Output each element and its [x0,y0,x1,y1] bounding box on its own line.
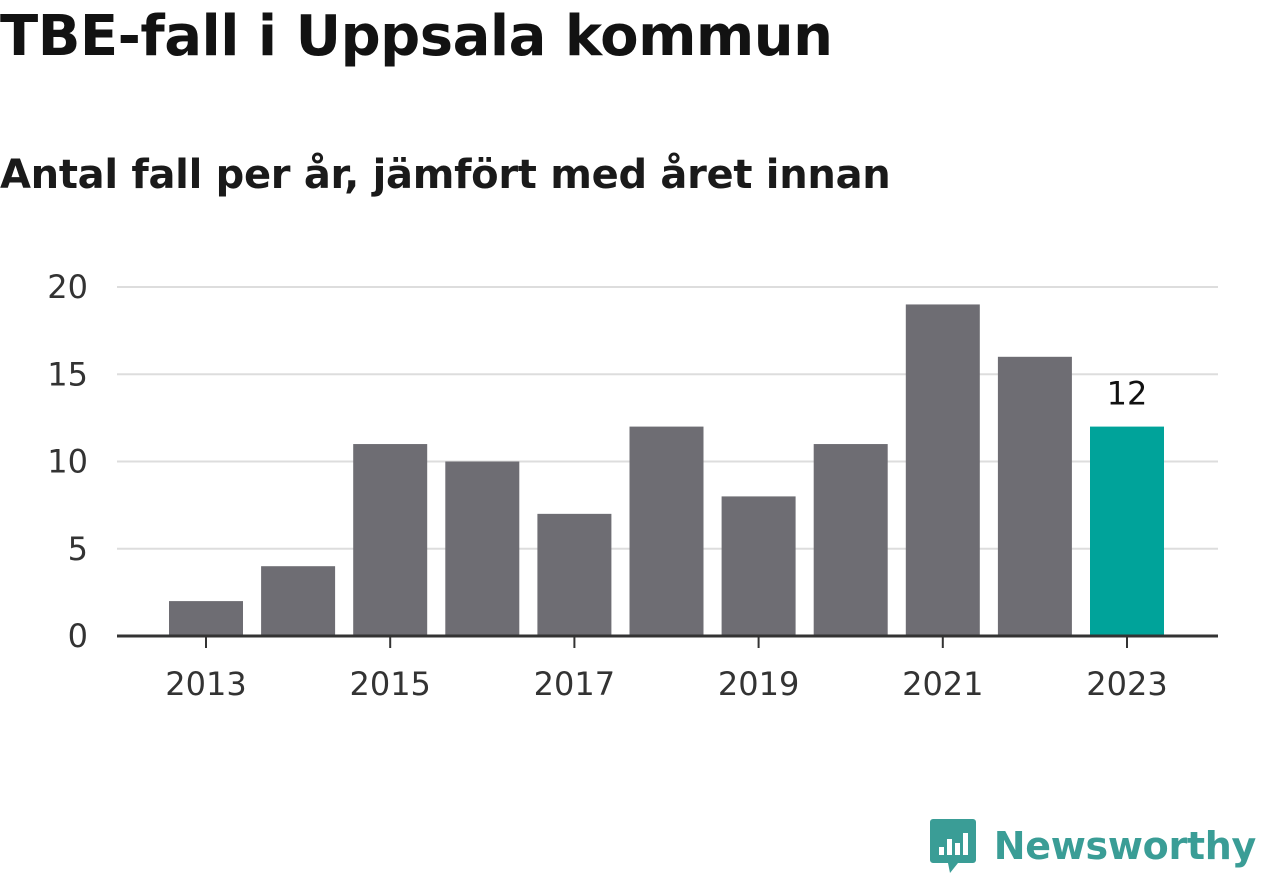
chart-subtitle: Antal fall per år, jämfört med året inna… [0,152,891,198]
bar-2014 [261,566,336,636]
x-axis: 2013 2015 2017 2019 2021 2023 [117,634,1218,703]
bar-2017 [537,513,612,636]
bars [169,304,1164,636]
chart-bubble-icon [929,819,976,873]
bar-2015 [353,444,428,636]
x-tick-label: 2019 [718,665,799,703]
data-label: 12 [1107,375,1148,413]
y-tick-label: 5 [68,530,88,568]
y-tick-label: 0 [68,617,88,655]
y-tick-label: 20 [47,268,88,306]
brand-name: Newsworthy [993,824,1257,868]
data-labels: 12 [1104,372,1151,416]
x-tick-label: 2013 [165,665,246,703]
bar-2022 [997,356,1072,636]
x-tick-label: 2015 [349,665,430,703]
brand-logo: Newsworthy [928,817,1256,875]
y-tick-label: 15 [47,355,88,393]
bar-2019 [721,496,796,636]
x-tick-label: 2023 [1086,665,1167,703]
y-tick-label: 10 [47,443,88,481]
bar-2018 [629,426,704,636]
chart-title: TBE-fall i Uppsala kommun [0,4,833,69]
x-tick-label: 2021 [902,665,983,703]
y-axis-labels: 0 5 10 15 20 [47,268,88,655]
bar-2023 [1090,426,1164,636]
bar-2016 [445,461,520,636]
bar-2013 [169,601,243,636]
bar-2021 [905,304,980,636]
x-tick-label: 2017 [534,665,615,703]
bar-2020 [813,444,888,636]
